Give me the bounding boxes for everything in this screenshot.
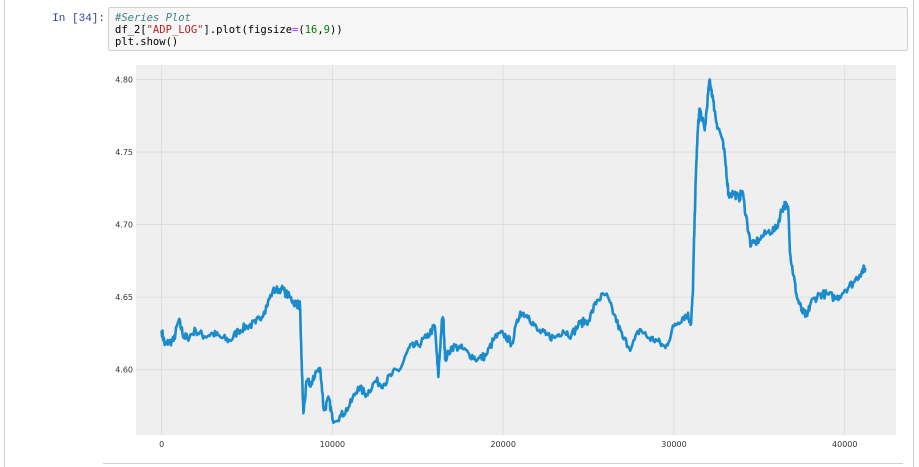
y-tick-label: 4.80 — [115, 76, 133, 85]
code-string: "ADP_LOG" — [146, 24, 204, 36]
code-operator: = — [292, 24, 299, 36]
output-divider — [103, 463, 903, 464]
code-token: ].plot(figsize — [203, 24, 293, 36]
code-comment: #Series Plot — [115, 12, 191, 24]
y-tick-label: 4.75 — [115, 148, 133, 157]
series-line-adp-log — [160, 78, 867, 424]
code-line-2: df_2["ADP_LOG"].plot(figsize=(16,9)) — [115, 24, 901, 36]
x-tick-label: 30000 — [661, 440, 686, 449]
tick-labels: 0 10000 20000 30000 40000 4.60 4.65 4.70 4.75 4.8… — [115, 76, 857, 449]
x-tick-label: 20000 — [490, 440, 515, 449]
code-token: plt.show() — [115, 36, 179, 48]
input-prompt: In [34]: — [52, 13, 105, 25]
notebook-cell: In [34]: #Series Plot df_2["ADP_LOG"].pl… — [4, 0, 914, 467]
code-line-3: plt.show() — [115, 36, 901, 48]
grid-lines — [136, 65, 896, 435]
y-tick-label: 4.70 — [115, 221, 133, 230]
y-tick-label: 4.65 — [115, 293, 133, 302]
code-token: ( — [298, 24, 305, 36]
cell-output: 0 10000 20000 30000 40000 4.60 4.65 4.70 4.75 4.8… — [108, 60, 908, 462]
x-tick-label: 0 — [159, 440, 164, 449]
code-token: , — [317, 24, 324, 36]
y-tick-label: 4.60 — [115, 366, 133, 375]
code-editor[interactable]: #Series Plot df_2["ADP_LOG"].plot(figsiz… — [108, 7, 908, 51]
code-token: df_2[ — [115, 24, 147, 36]
code-number: 16 — [304, 24, 318, 36]
code-line-1: #Series Plot — [115, 12, 901, 24]
code-token: )) — [330, 24, 343, 36]
x-tick-label: 40000 — [832, 440, 857, 449]
line-chart: 0 10000 20000 30000 40000 4.60 4.65 4.70 4.75 4.8… — [115, 65, 896, 449]
x-tick-label: 10000 — [320, 440, 345, 449]
plot-background — [136, 65, 896, 435]
code-number: 9 — [323, 24, 330, 36]
